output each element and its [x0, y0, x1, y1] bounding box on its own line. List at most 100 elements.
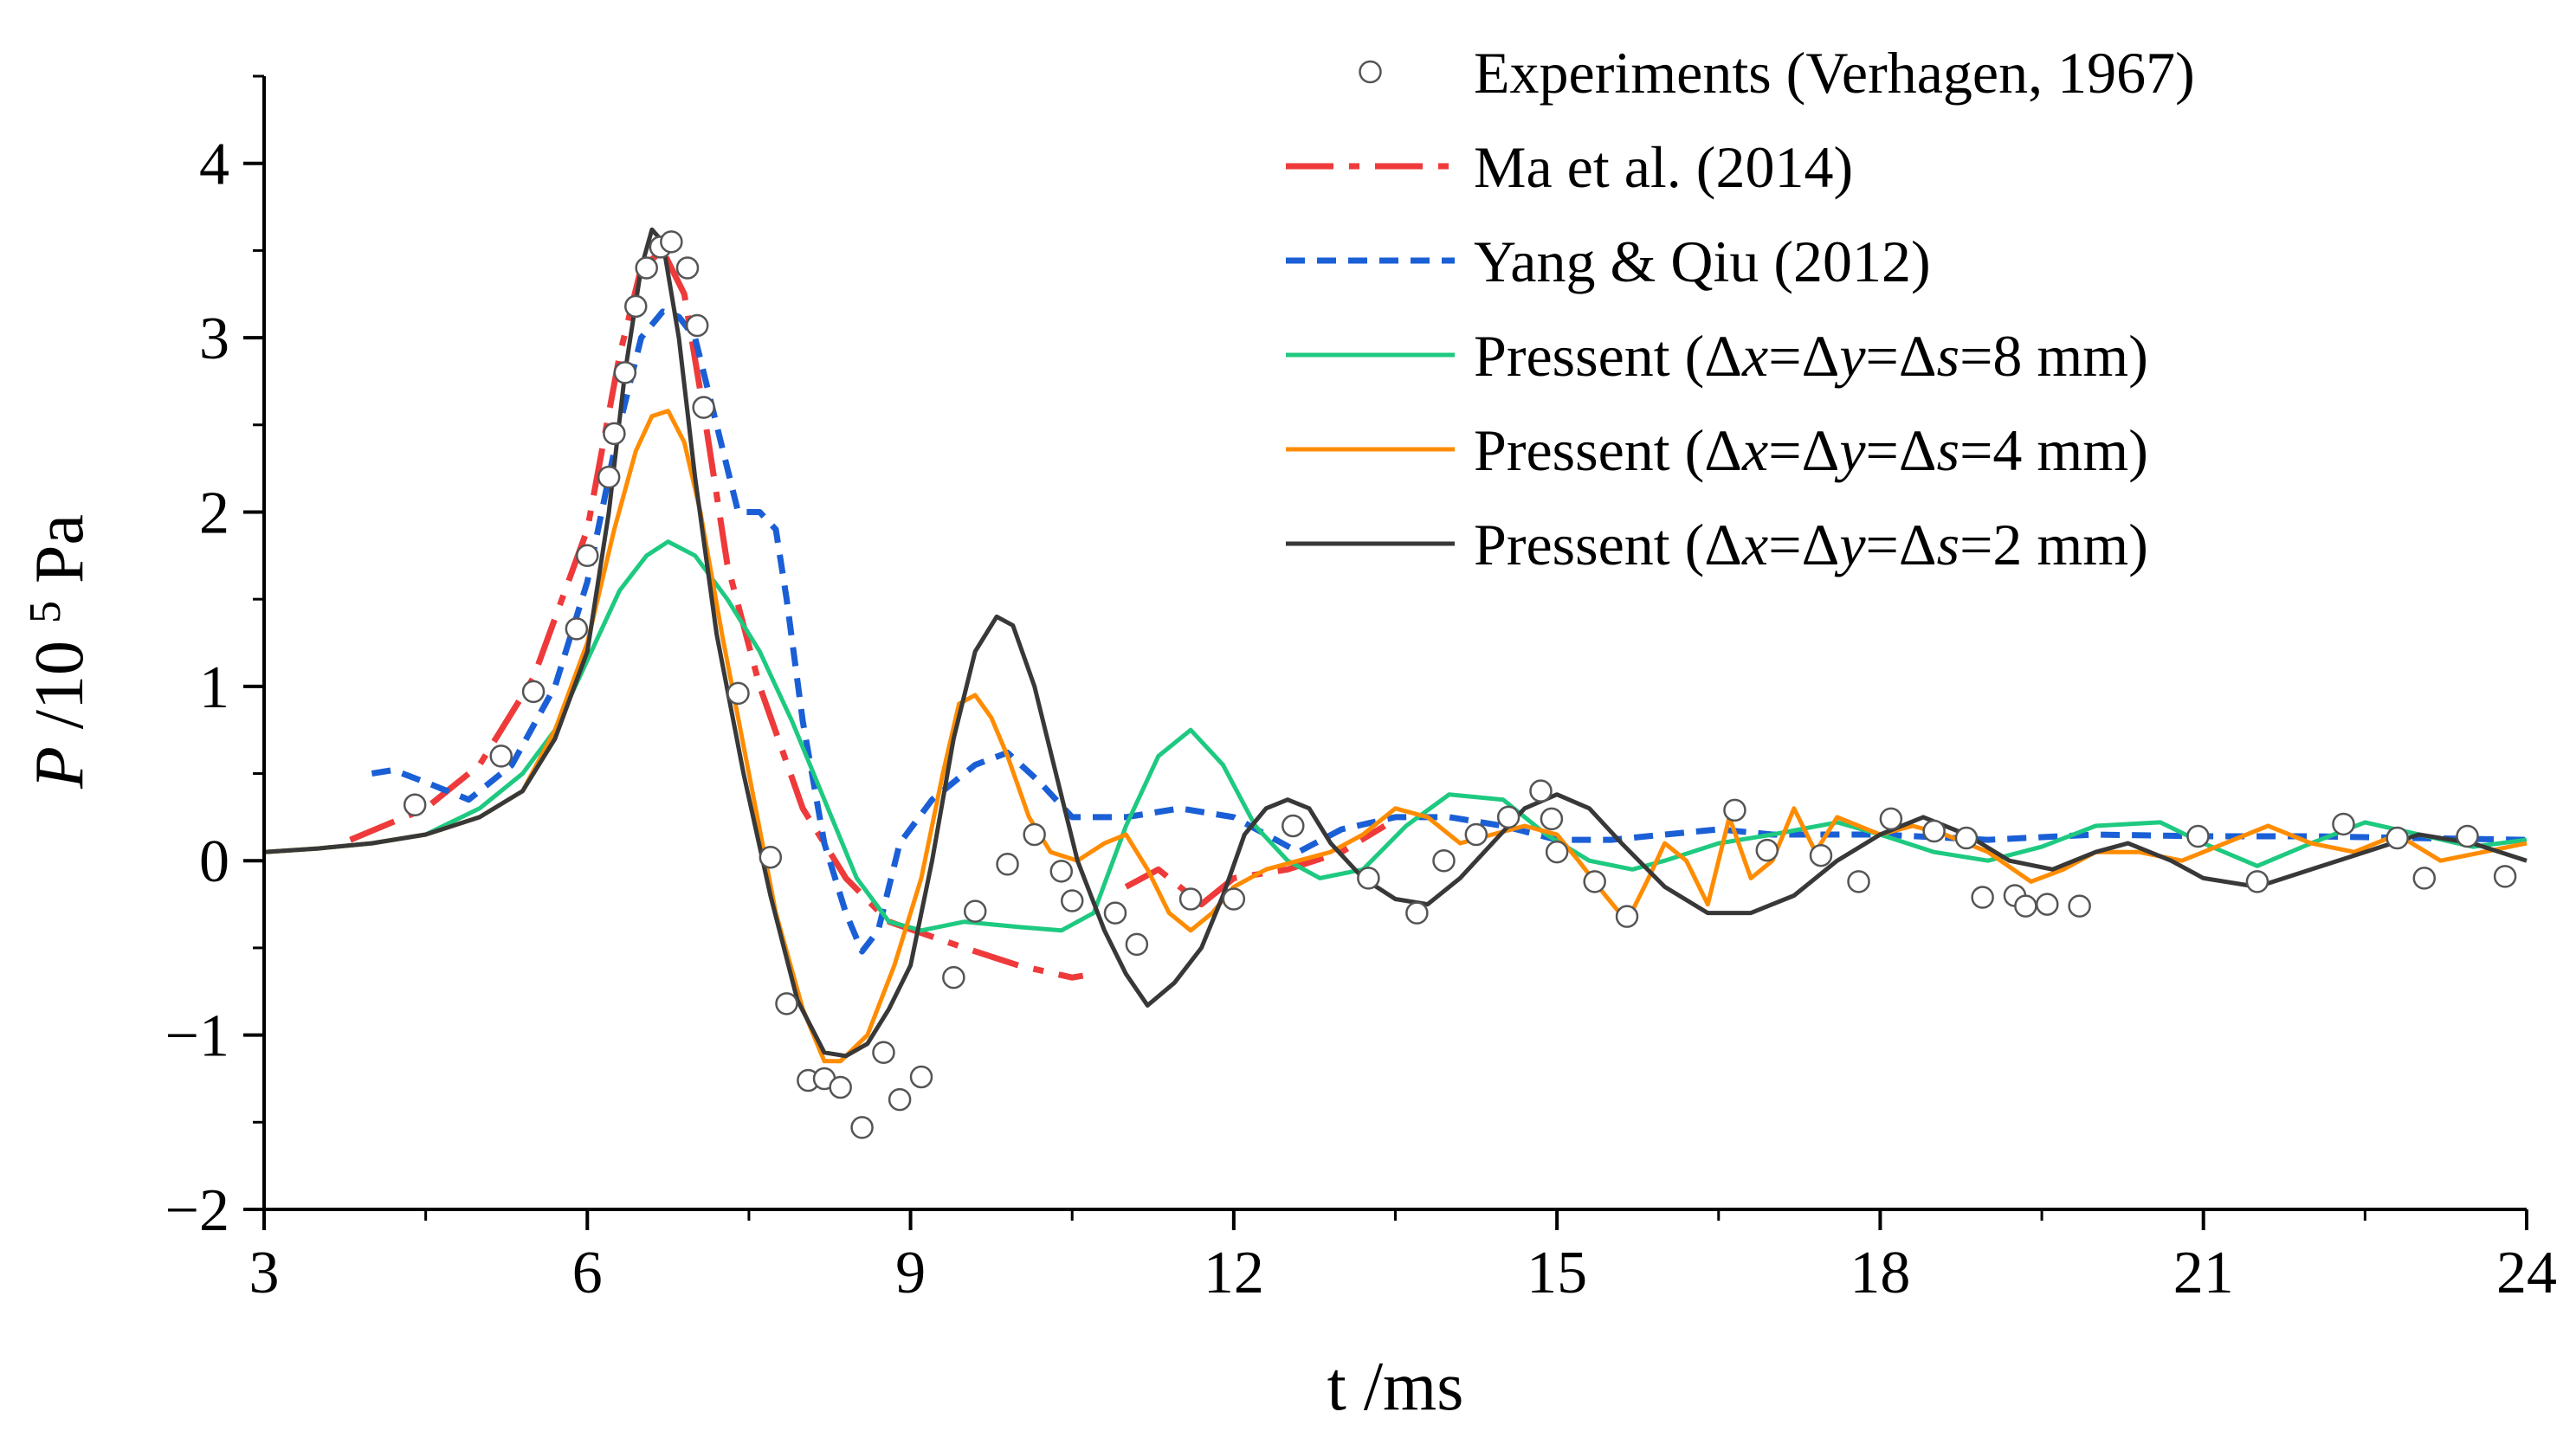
legend-label-p4: Pressent (Δx=Δy=Δs=4 mm)	[1474, 417, 2148, 483]
data-point-exp	[1545, 840, 1569, 864]
series-line-yang	[371, 308, 2528, 955]
data-point-exp	[692, 396, 715, 419]
data-point-exp	[1178, 887, 1203, 911]
data-point-exp	[1922, 819, 1946, 843]
data-point-exp	[1529, 779, 1553, 803]
legend-label-p2: Pressent (Δx=Δy=Δs=2 mm)	[1474, 512, 2148, 577]
legend-item-ma: Ma et al. (2014)	[1286, 134, 1853, 200]
data-point-exp	[872, 1041, 895, 1065]
y-axis-title: P /10 5 Pa	[0, 514, 98, 790]
data-point-exp	[996, 853, 1019, 876]
y-tick-label: −1	[165, 1003, 229, 1070]
legend-label-ma: Ma et al. (2014)	[1474, 134, 1853, 200]
y-tick-label: 4	[199, 132, 229, 198]
data-point-exp	[597, 465, 621, 489]
data-point-exp	[1222, 887, 1246, 911]
series-line-p8	[263, 539, 2528, 933]
data-point-exp	[775, 992, 798, 1015]
data-point-exp	[759, 845, 783, 869]
y-tick-label: 3	[199, 306, 229, 372]
data-point-exp	[565, 617, 589, 641]
y-axis-title-unit-pre: /10	[22, 641, 98, 729]
data-point-exp	[726, 681, 750, 706]
y-axis-title-symbol: P	[22, 746, 98, 790]
data-point-exp	[888, 1087, 912, 1112]
data-point-exp	[942, 965, 965, 990]
data-point-exp	[1971, 886, 1994, 909]
data-point-exp	[1496, 805, 1520, 829]
legend-item-exp: Experiments (Verhagen, 1967)	[1359, 40, 2195, 106]
data-point-exp	[1405, 901, 1429, 925]
data-point-exp	[685, 313, 709, 338]
data-point-exp	[1432, 848, 1456, 873]
data-point-exp	[624, 294, 648, 319]
data-point-exp	[2186, 824, 2210, 848]
legend-marker-exp	[1359, 60, 1382, 84]
data-point-exp	[603, 422, 626, 446]
x-tick-label: 3	[249, 1240, 280, 1306]
data-point-exp	[2493, 865, 2517, 888]
data-point-exp	[1615, 905, 1639, 928]
x-tick-label: 21	[2173, 1240, 2234, 1306]
data-point-exp	[2068, 894, 2091, 918]
y-tick-label: 1	[199, 654, 229, 721]
legend: Experiments (Verhagen, 1967) Ma et al. (2…	[1286, 40, 2195, 577]
x-axis-title: t /ms	[1327, 1349, 1464, 1425]
y-tick-label: 0	[199, 828, 229, 895]
data-point-exp	[576, 544, 599, 568]
legend-item-p4: Pressent (Δx=Δy=Δs=4 mm)	[1286, 417, 2148, 483]
data-point-exp	[1755, 838, 1779, 862]
data-point-exp	[1060, 889, 1084, 912]
plot-area	[263, 227, 2528, 1139]
legend-label-exp: Experiments (Verhagen, 1967)	[1474, 40, 2195, 106]
data-point-exp	[963, 899, 987, 923]
x-tick-label: 15	[1527, 1240, 1587, 1306]
x-tick-label: 12	[1204, 1240, 1264, 1306]
series-line-p4	[263, 409, 2528, 1064]
series-exp	[403, 230, 2517, 1139]
legend-item-yang: Yang & Qiu (2012)	[1286, 229, 1931, 294]
data-point-exp	[2332, 812, 2355, 836]
data-point-exp	[1809, 843, 1833, 867]
legend-item-p2: Pressent (Δx=Δy=Δs=2 mm)	[1286, 512, 2148, 577]
data-point-exp	[2456, 824, 2479, 848]
data-point-exp	[1583, 870, 1606, 893]
data-point-exp	[2014, 894, 2037, 918]
y-tick-label: 2	[199, 480, 229, 546]
data-point-exp	[1125, 932, 1149, 957]
y-axis-title-unit-post: Pa	[22, 514, 98, 583]
x-tick-label: 18	[1850, 1240, 1910, 1306]
data-point-exp	[909, 1065, 933, 1089]
data-point-exp	[829, 1075, 852, 1099]
data-point-exp	[1023, 822, 1046, 847]
data-point-exp	[521, 680, 546, 704]
data-point-exp	[1954, 826, 1979, 850]
data-point-exp	[1540, 807, 1564, 831]
data-point-exp	[2245, 870, 2269, 893]
data-point-exp	[1357, 867, 1380, 890]
data-point-exp	[2036, 893, 2059, 916]
axes	[262, 76, 2527, 1211]
legend-label-p8: Pressent (Δx=Δy=Δs=8 mm)	[1474, 323, 2148, 389]
data-point-exp	[1879, 807, 1903, 831]
x-tick-label: 24	[2496, 1240, 2557, 1306]
data-point-exp	[850, 1116, 874, 1139]
data-point-exp	[1847, 870, 1870, 893]
data-point-exp	[489, 745, 513, 768]
y-tick-label: −2	[165, 1177, 229, 1244]
x-tick-label: 6	[572, 1240, 603, 1306]
data-point-exp	[2412, 867, 2437, 890]
data-point-exp	[1464, 822, 1488, 847]
data-point-exp	[1282, 814, 1305, 838]
legend-item-p8: Pressent (Δx=Δy=Δs=8 mm)	[1286, 323, 2148, 389]
data-point-exp	[1103, 901, 1127, 925]
data-point-exp	[2386, 826, 2409, 850]
data-point-exp	[635, 256, 658, 280]
data-point-exp	[660, 230, 683, 254]
data-point-exp	[675, 256, 700, 280]
series-line-ma-part2	[1124, 823, 1386, 908]
y-axis-title-unit-exp: 5	[21, 601, 70, 623]
